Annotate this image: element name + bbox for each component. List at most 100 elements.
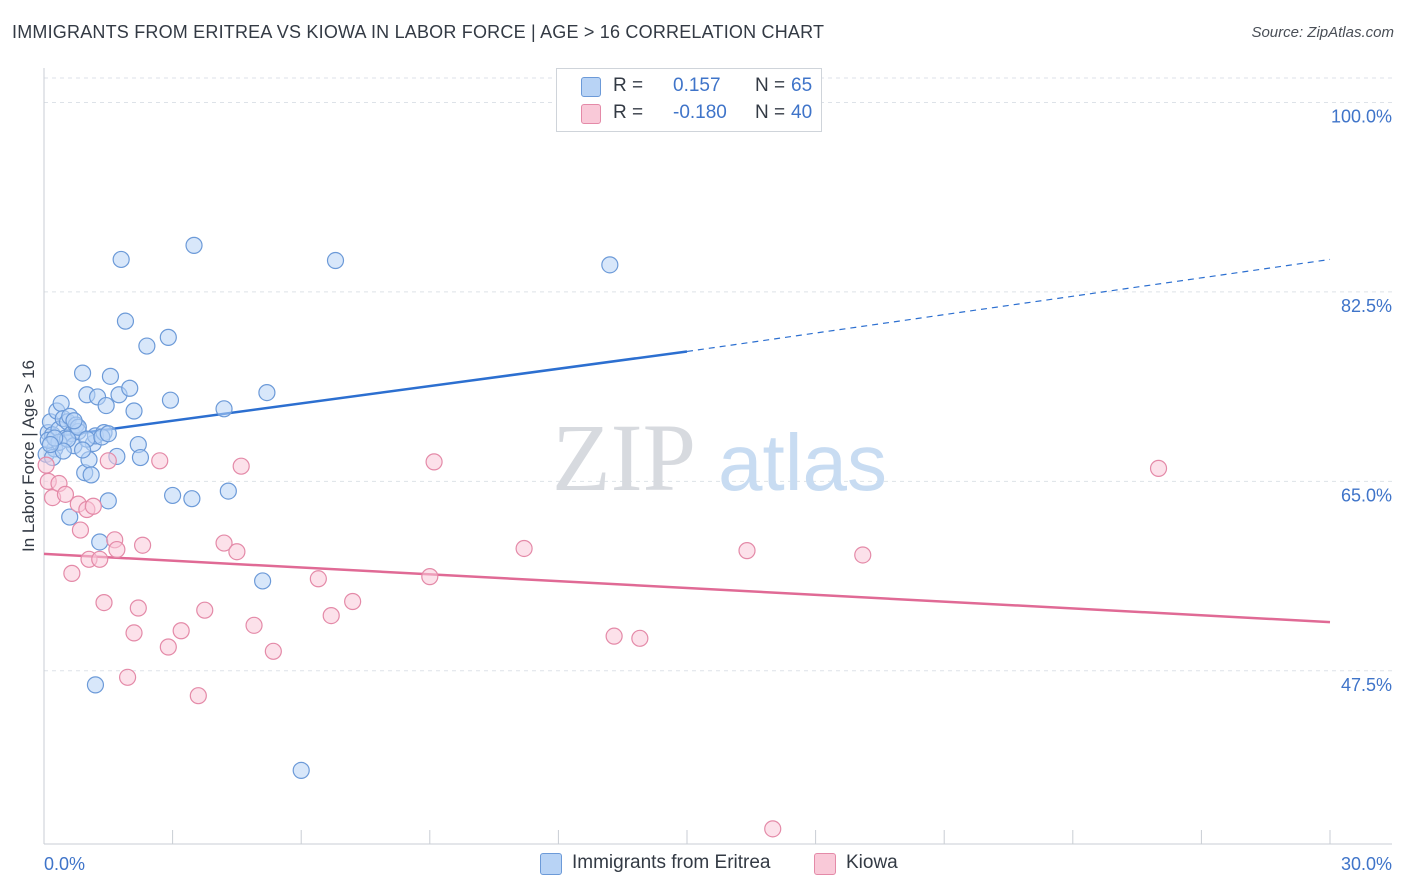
data-points [37,236,1168,838]
point-kiowa [738,542,756,560]
point-eritrea [99,492,117,510]
legend-r-value: 0.157 [673,75,721,96]
point-kiowa [172,622,190,640]
point-kiowa [344,592,362,611]
point-eritrea [258,383,276,402]
point-kiowa [71,521,90,539]
legend-n-label: N = [755,75,786,96]
point-kiowa [63,564,81,582]
legend-r-label: R = [613,102,644,123]
point-kiowa [309,570,327,588]
correlation-legend: R = 0.157 N = 65 R = -0.180 N = 40 [556,68,822,132]
y-tick-labels: 100.0% 82.5% 65.0% 47.5% [1331,106,1392,694]
point-kiowa [605,627,623,645]
point-eritrea [61,508,79,526]
bottom-legend-label-kiowa: Kiowa [846,852,898,873]
point-eritrea [138,337,156,355]
point-kiowa [631,629,649,647]
bottom-legend-label-eritrea: Immigrants from Eritrea [572,852,771,873]
trendline-eritrea [43,350,688,440]
point-eritrea [215,400,233,418]
legend-swatch-eritrea [581,77,601,97]
point-kiowa [215,534,233,552]
point-kiowa [95,593,113,612]
point-eritrea [121,379,139,397]
point-eritrea [112,250,130,269]
point-kiowa [421,568,439,586]
x-tick-label: 30.0% [1341,854,1392,874]
point-kiowa [56,485,75,503]
point-kiowa [125,624,143,642]
point-eritrea [86,676,105,694]
trendlines [43,258,1331,624]
point-eritrea [185,236,203,254]
point-eritrea [161,391,180,409]
point-eritrea [73,441,92,459]
point-kiowa [118,668,137,686]
point-eritrea [116,312,135,330]
point-kiowa [99,452,117,470]
source-label: Source: ZipAtlas.com [1251,24,1394,41]
point-eritrea [254,572,272,590]
legend-n-value: 40 [791,102,813,123]
point-eritrea [41,435,60,454]
point-eritrea [97,396,115,415]
point-eritrea [326,251,345,270]
point-kiowa [108,540,126,559]
point-kiowa [189,687,207,705]
point-eritrea [164,486,182,505]
point-kiowa [232,457,250,475]
point-kiowa [425,453,443,471]
trendline-eritrea-projection [686,258,1331,353]
point-eritrea [219,482,237,500]
point-eritrea [159,328,177,346]
point-kiowa [515,539,533,558]
point-eritrea [65,412,83,430]
point-kiowa [196,601,214,619]
watermark-atlas: atlas [718,418,887,507]
point-kiowa [129,599,147,617]
legend-n-value: 65 [791,75,813,96]
point-kiowa [84,497,102,515]
gridlines [44,77,1392,672]
point-kiowa [159,638,177,656]
point-kiowa [764,820,782,838]
chart-title: IMMIGRANTS FROM ERITREA VS KIOWA IN LABO… [12,22,825,42]
point-kiowa [133,536,152,554]
point-kiowa [264,642,282,660]
x-tick-labels: 0.0% 30.0% [44,854,1392,874]
legend-r-label: R = [613,75,644,96]
x-tick-label: 0.0% [44,854,85,874]
y-axis-title: In Labor Force | Age > 16 [19,360,38,552]
point-eritrea [101,367,120,385]
legend-r-value: -0.180 [673,102,727,123]
point-kiowa [322,606,340,625]
y-tick-label: 82.5% [1341,296,1392,316]
point-kiowa [854,546,872,564]
watermark-zip: ZIP [552,404,696,511]
point-kiowa [228,543,246,561]
legend-n-label: N = [755,102,786,123]
bottom-legend-swatch-eritrea [540,853,562,875]
point-eritrea [99,425,117,443]
point-kiowa [91,550,109,568]
trendline-kiowa [43,552,1331,624]
point-kiowa [1149,459,1168,477]
point-eritrea [131,448,150,467]
y-tick-label: 47.5% [1341,675,1392,695]
point-kiowa [37,456,55,474]
point-eritrea [183,490,201,508]
point-kiowa [151,452,169,470]
point-eritrea [601,256,619,274]
y-tick-label: 100.0% [1331,106,1392,126]
point-eritrea [125,402,143,420]
y-tick-label: 65.0% [1341,485,1392,505]
point-eritrea [82,466,100,484]
point-kiowa [245,616,263,634]
point-eritrea [73,364,92,382]
legend-swatch-kiowa [581,104,601,124]
point-eritrea [91,533,109,551]
point-eritrea [292,761,310,779]
bottom-legend-swatch-kiowa [814,853,836,875]
